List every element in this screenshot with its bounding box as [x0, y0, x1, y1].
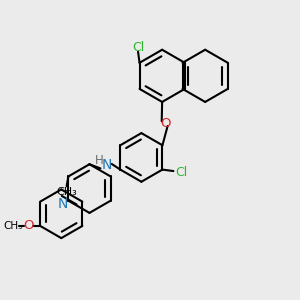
Text: CH₃: CH₃	[3, 221, 22, 231]
Text: O: O	[160, 117, 170, 130]
Text: Cl: Cl	[132, 40, 144, 54]
Text: CH₃: CH₃	[56, 187, 77, 197]
Text: N: N	[58, 197, 68, 211]
Text: N: N	[102, 158, 112, 172]
Text: Cl: Cl	[176, 166, 188, 179]
Text: H: H	[94, 154, 103, 166]
Text: O: O	[23, 219, 33, 232]
